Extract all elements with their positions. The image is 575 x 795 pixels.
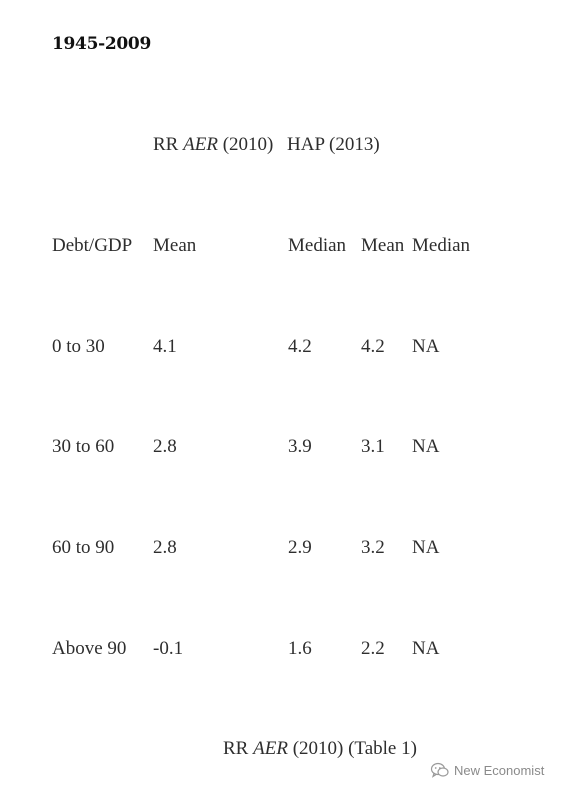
row-range: 30 to 60: [52, 436, 115, 457]
row-rr-mean: 2.8: [153, 537, 177, 558]
watermark: New Economist: [430, 762, 544, 778]
row-rr-median: 3.9: [288, 436, 312, 457]
row-range: 60 to 90: [52, 537, 115, 558]
row-hap-mean: 3.2: [361, 537, 385, 558]
rr-journal: AER: [183, 134, 218, 155]
row-range: Above 90: [52, 638, 127, 659]
col-rr-mean: Mean: [153, 235, 197, 256]
col-hap-mean: Mean: [361, 235, 405, 256]
row-hap-median: NA: [412, 336, 440, 357]
row-range: 0 to 30: [52, 336, 105, 357]
row-rr-mean: -0.1: [153, 638, 184, 659]
row-rr-median: 2.9: [288, 537, 312, 558]
row-hap-median: NA: [412, 537, 440, 558]
col-rr-median: Median: [288, 235, 347, 256]
row-hap-median: NA: [412, 638, 440, 659]
row-rr-median: 4.2: [288, 336, 312, 357]
rr-source-label: RR AER (2010): [153, 134, 273, 156]
caption-suffix: (2010) (Table 1): [287, 738, 417, 759]
caption-prefix: RR: [223, 738, 254, 759]
table-caption: RR AER (2010) (Table 1): [223, 738, 417, 760]
rr-prefix: RR: [153, 134, 184, 155]
hap-source-label: HAP (2013): [287, 134, 380, 155]
period-heading: 1945-2009: [52, 34, 151, 54]
row-rr-median: 1.6: [288, 638, 312, 659]
row-rr-mean: 2.8: [153, 436, 177, 457]
watermark-text: New Economist: [454, 762, 545, 778]
col-debt-gdp: Debt/GDP: [52, 235, 133, 256]
rr-year: (2010): [217, 134, 274, 155]
row-hap-mean: 2.2: [361, 638, 385, 659]
caption-journal: AER: [253, 738, 288, 759]
wechat-icon: [430, 762, 450, 778]
row-rr-mean: 4.1: [153, 336, 177, 357]
row-hap-median: NA: [412, 436, 440, 457]
row-hap-mean: 4.2: [361, 336, 385, 357]
col-hap-median: Median: [412, 235, 471, 256]
row-hap-mean: 3.1: [361, 436, 385, 457]
